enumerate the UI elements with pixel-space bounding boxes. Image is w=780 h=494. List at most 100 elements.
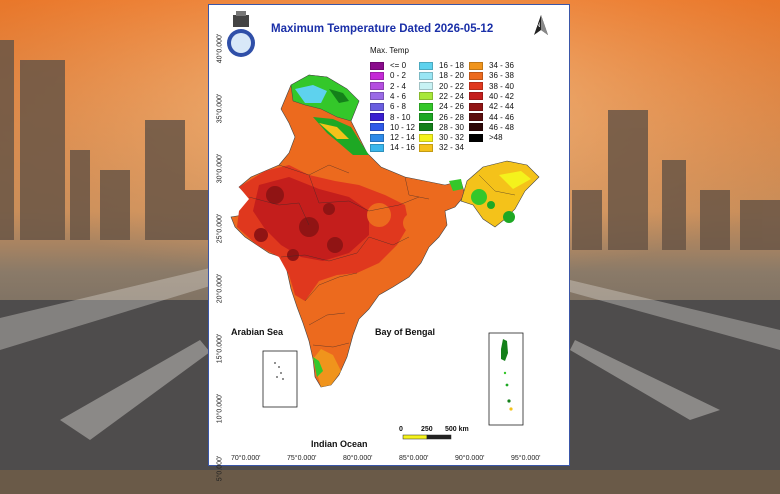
latitude-label: 25°0.000' (216, 213, 224, 244)
label-bay-of-bengal: Bay of Bengal (375, 327, 436, 337)
legend-label: 34 - 36 (489, 61, 514, 70)
legend-label: 38 - 40 (489, 81, 514, 91)
legend-entry: 28 - 30 (419, 123, 464, 132)
legend-label: 26 - 28 (439, 112, 464, 122)
legend-label: 30 - 32 (439, 133, 464, 143)
legend-swatch (370, 71, 384, 80)
legend-label: 2 - 4 (390, 81, 407, 91)
legend-label: >48 (489, 133, 503, 143)
legend-swatch (469, 133, 483, 142)
legend-swatch (469, 92, 483, 101)
india-temperature-map (230, 74, 540, 388)
legend-swatch (419, 61, 433, 70)
legend-swatch (419, 133, 433, 142)
latitude-label: 40°0.000' (216, 33, 224, 64)
legend-entry: 16 - 18 (419, 61, 464, 70)
legend-swatch (419, 123, 433, 132)
legend-swatch (370, 61, 384, 70)
legend-swatch (469, 123, 483, 132)
legend-label: 8 - 10 (390, 112, 411, 122)
legend-entry: 10 - 12 (370, 123, 415, 132)
label-indian-ocean: Indian Ocean (311, 439, 368, 449)
legend-swatch (370, 102, 384, 111)
latitude-label: 5°0.000' (216, 455, 224, 482)
legend-swatch (419, 82, 433, 91)
lakshadweep-inset (262, 350, 298, 408)
north-arrow-icon: N (534, 15, 548, 35)
latitude-label: 20°0.000' (216, 273, 224, 304)
legend-swatch (419, 143, 433, 152)
longitude-label: 95°0.000' (511, 455, 541, 462)
legend-label: 46 - 48 (489, 122, 514, 132)
legend-label: 12 - 14 (390, 133, 415, 143)
legend-label: 14 - 16 (390, 143, 415, 153)
longitude-label: 80°0.000' (343, 455, 373, 462)
legend-entry: 30 - 32 (419, 133, 464, 142)
legend-entry: 14 - 16 (370, 143, 415, 152)
imd-emblem (227, 11, 255, 57)
legend-label: 6 - 8 (390, 102, 407, 112)
legend-entry: 20 - 22 (419, 82, 464, 91)
legend-label: 40 - 42 (489, 91, 514, 101)
legend-swatch (370, 123, 384, 132)
legend-label: <= 0 (390, 61, 407, 70)
legend-entry: 40 - 42 (469, 92, 514, 101)
legend-entry: 4 - 6 (370, 92, 406, 101)
legend-swatch (370, 82, 384, 91)
latitude-label: 30°0.000' (216, 153, 224, 184)
legend-label: 22 - 24 (439, 91, 464, 101)
legend-label: 10 - 12 (390, 122, 415, 132)
legend-entry: 22 - 24 (419, 92, 464, 101)
legend-label: 20 - 22 (439, 81, 464, 91)
latitude-label: 10°0.000' (216, 393, 224, 424)
scale-label-end: 500 km (445, 426, 469, 433)
andaman-nicobar-inset (488, 332, 524, 426)
legend-entry: <= 0 (370, 61, 406, 70)
latitude-label: 35°0.000' (216, 93, 224, 124)
legend-label: 24 - 26 (439, 102, 464, 112)
longitude-label: 70°0.000' (231, 455, 261, 462)
legend-entry: 36 - 38 (469, 71, 514, 80)
legend-entry: 42 - 44 (469, 102, 514, 111)
legend-swatch (370, 113, 384, 121)
legend-swatch (419, 92, 433, 101)
legend-entry: 44 - 46 (469, 113, 514, 122)
map-title: Maximum Temperature Dated 2026-05-12 (271, 23, 494, 35)
scale-bar (402, 434, 452, 440)
legend-entry: 26 - 28 (419, 113, 464, 122)
city-skyline-right (572, 110, 780, 250)
longitude-label: 85°0.000' (399, 455, 429, 462)
legend-swatch (469, 113, 483, 121)
legend-entry: >48 (469, 133, 503, 142)
legend-entry: 12 - 14 (370, 133, 415, 142)
legend-label: 16 - 18 (439, 61, 464, 70)
label-arabian-sea: Arabian Sea (231, 327, 284, 337)
legend-label: 36 - 38 (489, 71, 514, 81)
legend-entry: 0 - 2 (370, 71, 406, 80)
longitude-label: 90°0.000' (455, 455, 485, 462)
legend-swatch (370, 92, 384, 101)
legend-entry: 46 - 48 (469, 123, 514, 132)
legend-swatch (469, 82, 483, 91)
legend-label: 28 - 30 (439, 122, 464, 132)
legend-entry: 6 - 8 (370, 102, 406, 111)
legend-swatch (370, 133, 384, 142)
legend-swatch (469, 71, 483, 80)
legend-swatch (419, 71, 433, 80)
legend-entry: 8 - 10 (370, 113, 410, 122)
city-skyline-left (0, 40, 210, 240)
legend-entry: 34 - 36 (469, 61, 514, 70)
legend-label: 0 - 2 (390, 71, 407, 81)
temperature-map-panel: N (208, 4, 570, 481)
latitude-label: 15°0.000' (216, 333, 224, 364)
svg-text:N: N (536, 23, 540, 29)
scale-label-zero: 0 (399, 426, 403, 433)
legend-label: 42 - 44 (489, 102, 514, 112)
legend-label: 4 - 6 (390, 91, 407, 101)
legend-entry: 18 - 20 (419, 71, 464, 80)
map-canvas: N (227, 11, 548, 440)
legend-swatch (419, 113, 433, 121)
legend-label: 44 - 46 (489, 112, 514, 122)
legend-label: 18 - 20 (439, 71, 464, 81)
legend-entry: 32 - 34 (419, 143, 464, 152)
